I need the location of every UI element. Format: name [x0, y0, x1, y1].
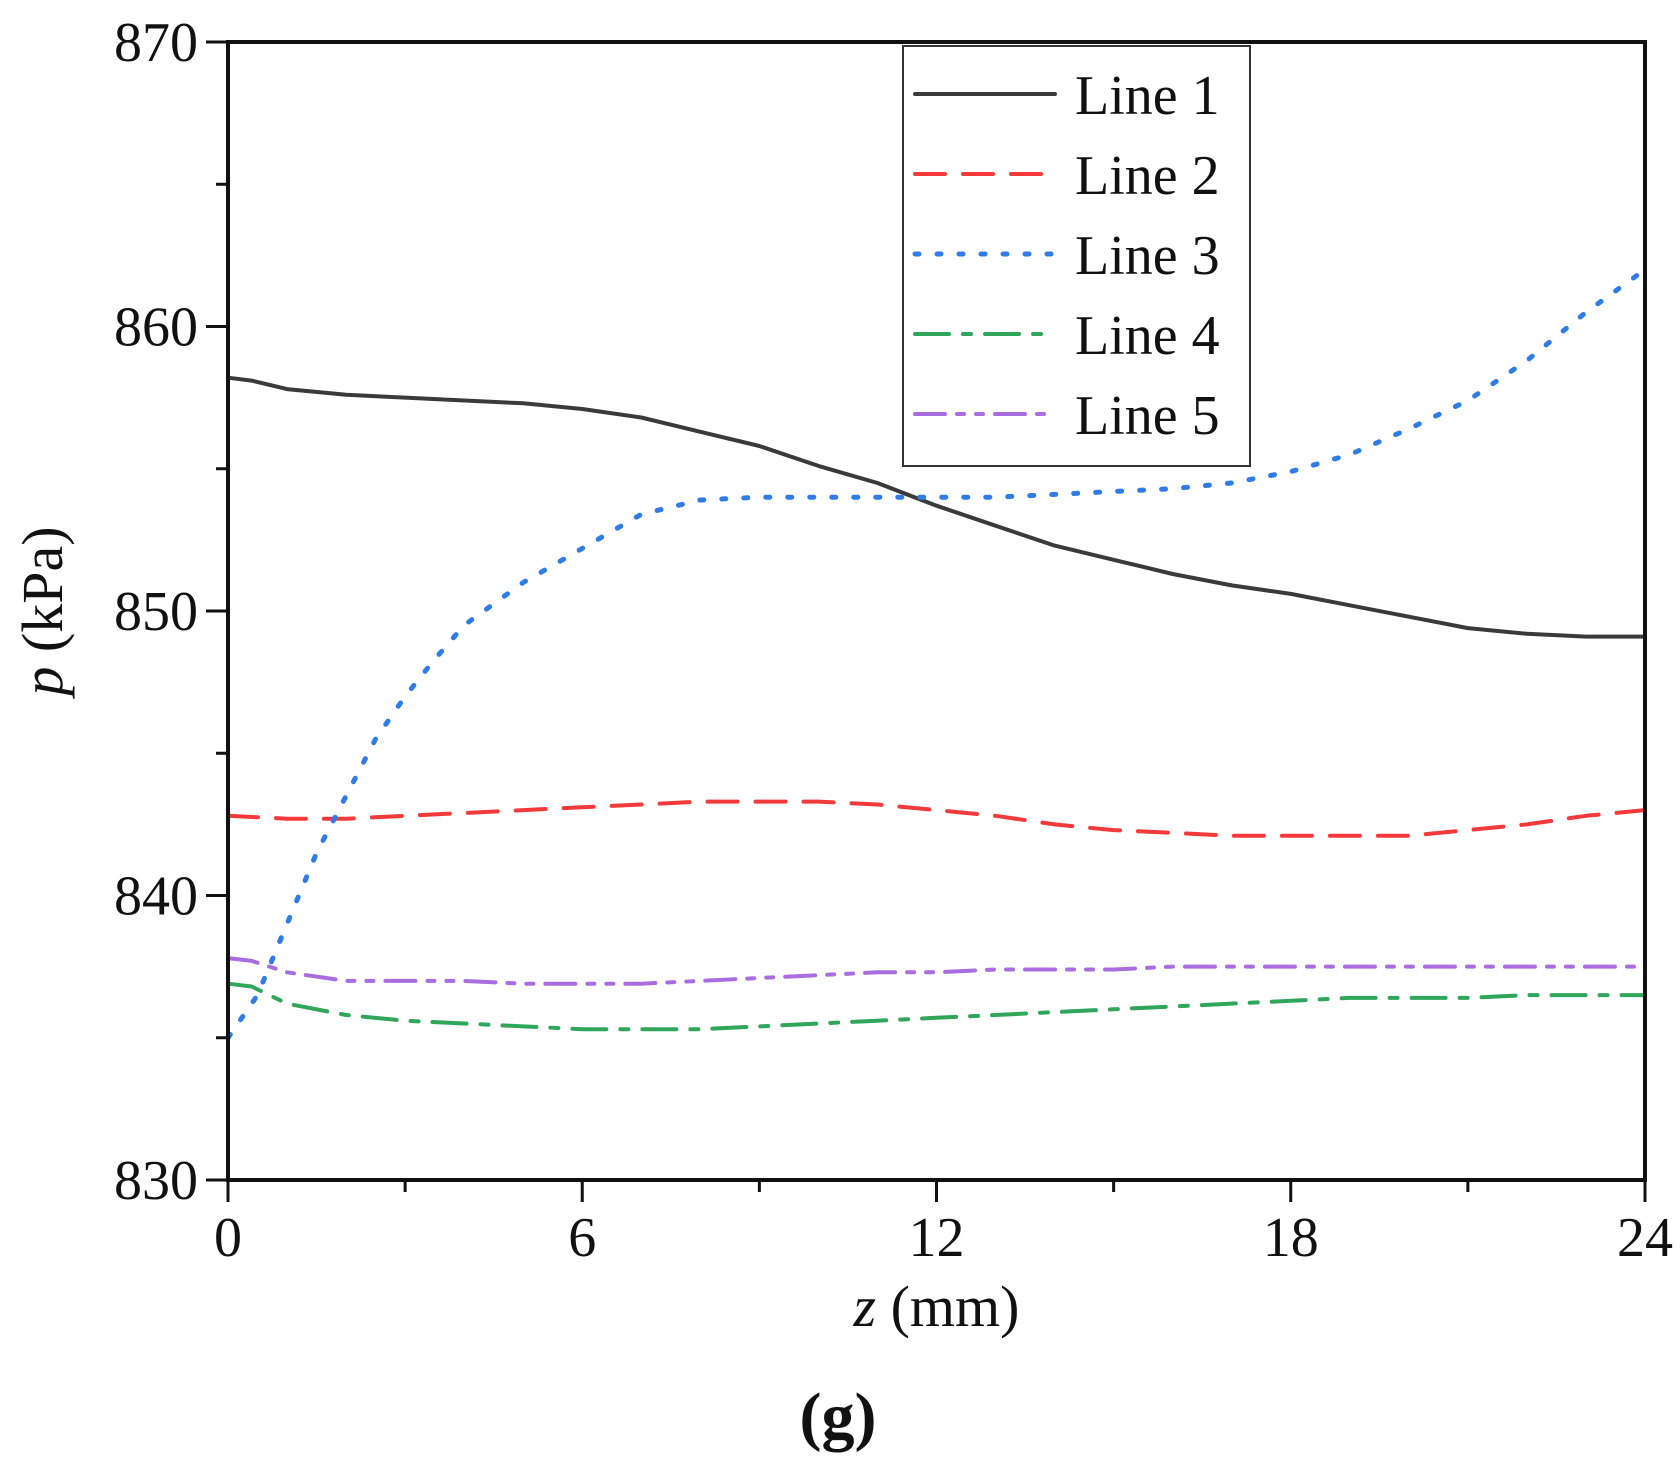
- series-line-5: [226, 956, 1647, 986]
- ticks-layer: [206, 40, 1647, 1202]
- y-axis-variable: p: [10, 667, 75, 700]
- x-tick-label: 24: [1617, 1207, 1673, 1269]
- series-line-2: [226, 799, 1647, 838]
- legend-label-5: Line 5: [1075, 385, 1220, 447]
- legend-label-2: Line 2: [1075, 145, 1220, 207]
- y-tick-label: 830: [114, 1150, 198, 1212]
- y-tick-label: 860: [114, 297, 198, 359]
- legend-label-3: Line 3: [1075, 225, 1220, 287]
- x-axis-label: z (mm): [853, 1274, 1020, 1339]
- tick-labels-layer: 0 6 12 18 24 830 840 850 860 870: [114, 12, 1673, 1269]
- y-tick-label: 850: [114, 581, 198, 643]
- legend-label-4: Line 4: [1075, 305, 1220, 367]
- legend: Line 1 Line 2 Line 3 Line 4 Line 5: [902, 45, 1251, 467]
- series-line-4: [226, 981, 1647, 1032]
- y-axis-label: p (kPa): [10, 526, 75, 699]
- y-axis-unit: (kPa): [10, 526, 75, 666]
- y-tick-label: 840: [114, 866, 198, 928]
- y-tick-label: 870: [114, 12, 198, 74]
- x-tick-label: 12: [909, 1207, 965, 1269]
- series-line-3: [225, 267, 1648, 1041]
- panel-label: (g): [800, 1380, 877, 1453]
- x-axis-variable: z: [853, 1274, 877, 1339]
- series-line-1: [226, 375, 1647, 639]
- x-tick-label: 18: [1263, 1207, 1319, 1269]
- x-tick-label: 6: [568, 1207, 596, 1269]
- x-tick-label: 0: [214, 1207, 242, 1269]
- legend-label-1: Line 1: [1075, 65, 1220, 127]
- series-layer: [225, 267, 1648, 1041]
- x-axis-unit: (mm): [876, 1274, 1019, 1339]
